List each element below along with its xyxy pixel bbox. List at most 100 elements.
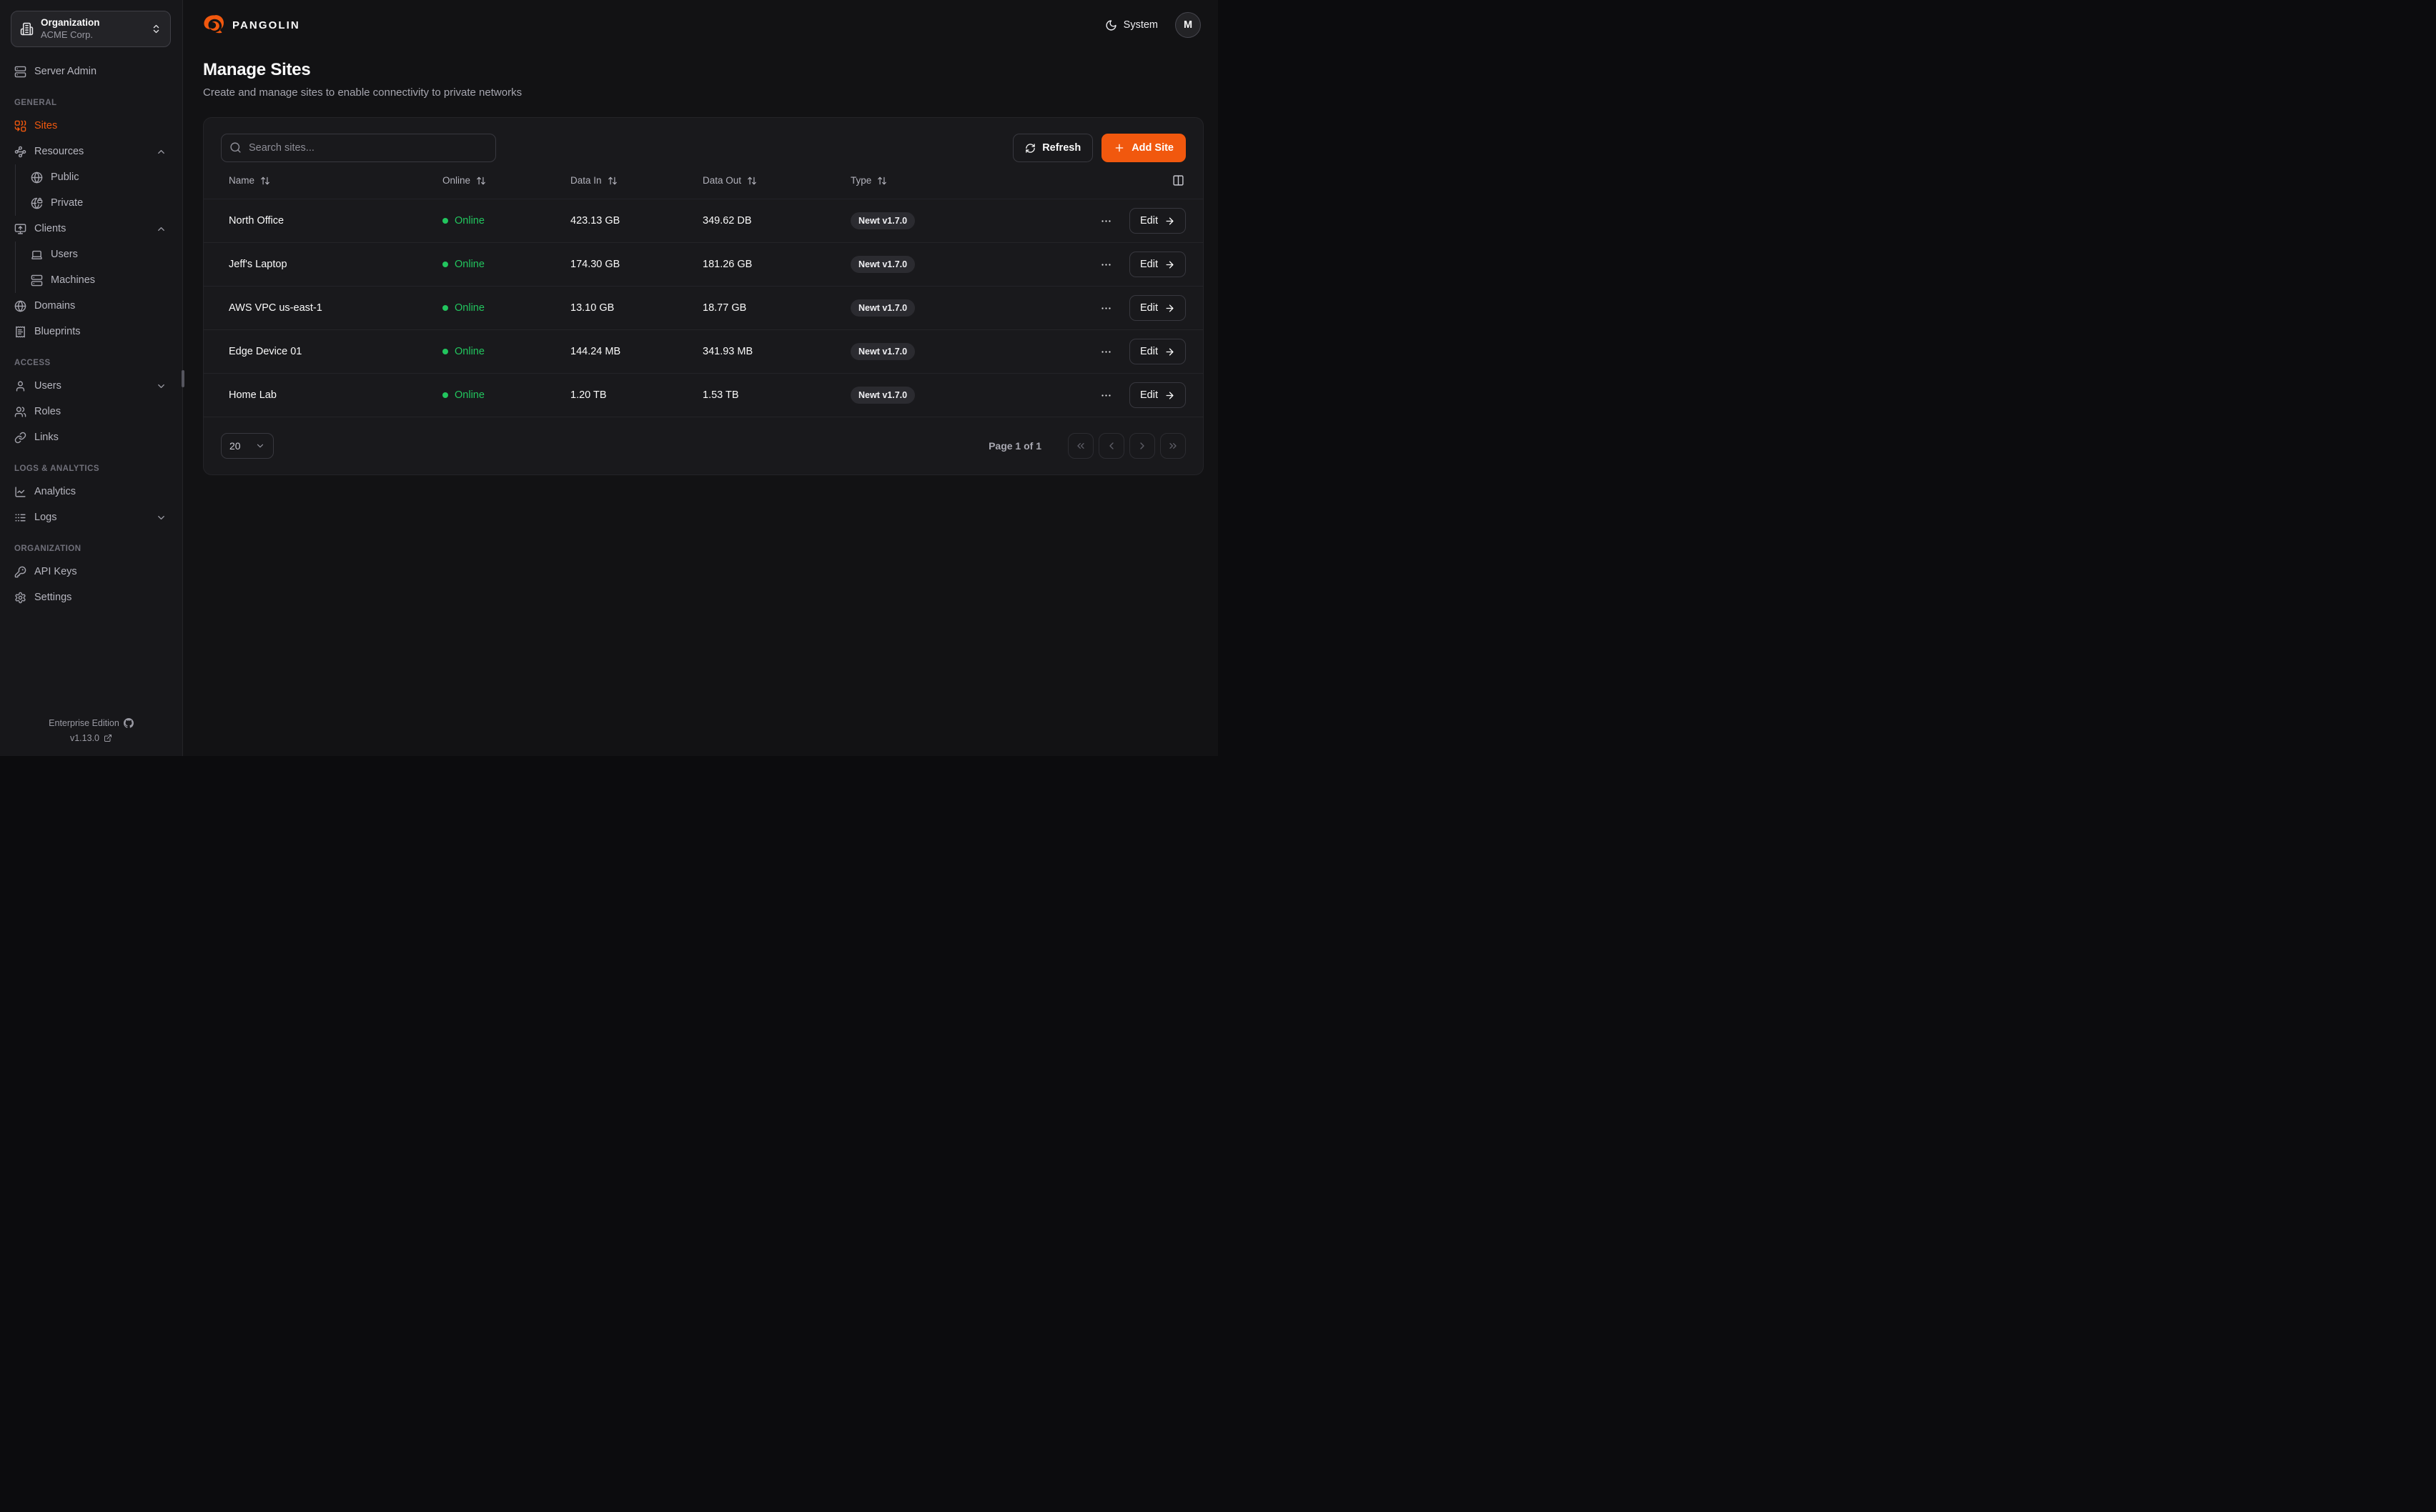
previous-page-button[interactable] bbox=[1099, 433, 1124, 459]
page-size-value: 20 bbox=[229, 440, 241, 452]
app-root: Organization ACME Corp. Server Admin GEN… bbox=[0, 0, 1218, 756]
sidebar-footer: Enterprise Edition v1.13.0 bbox=[0, 718, 182, 743]
table-row[interactable]: Home Lab Online 1.20 TB 1.53 TB Newt v1.… bbox=[204, 374, 1203, 417]
pager-controls: Page 1 of 1 bbox=[989, 433, 1186, 459]
sidebar-item-logs[interactable]: Logs bbox=[0, 504, 182, 530]
edition-link[interactable]: Enterprise Edition bbox=[49, 718, 134, 728]
column-header-type[interactable]: Type bbox=[851, 175, 1171, 186]
type-badge: Newt v1.7.0 bbox=[851, 256, 916, 273]
pangolin-logo-icon bbox=[203, 14, 225, 36]
theme-toggle-label: System bbox=[1123, 19, 1158, 31]
data-out-value: 18.77 GB bbox=[703, 302, 747, 314]
theme-toggle-button[interactable]: System bbox=[1105, 19, 1158, 31]
external-link-icon bbox=[104, 734, 112, 742]
row-menu-button[interactable] bbox=[1097, 299, 1115, 317]
sidebar-item-resources[interactable]: Resources bbox=[0, 139, 182, 164]
globe-icon bbox=[31, 171, 43, 184]
data-out-value: 349.62 DB bbox=[703, 215, 752, 227]
edit-button[interactable]: Edit bbox=[1129, 339, 1186, 364]
columns-toggle-button[interactable] bbox=[1171, 173, 1186, 188]
table-row[interactable]: AWS VPC us-east-1 Online 13.10 GB 18.77 … bbox=[204, 287, 1203, 330]
building-icon bbox=[20, 22, 34, 36]
column-header-online[interactable]: Online bbox=[442, 175, 570, 186]
sidebar-item-server-admin[interactable]: Server Admin bbox=[0, 59, 182, 84]
table-row[interactable]: Edge Device 01 Online 144.24 MB 341.93 M… bbox=[204, 330, 1203, 374]
row-menu-button[interactable] bbox=[1097, 256, 1115, 274]
clients-subtree: Users Machines bbox=[15, 242, 182, 294]
type-badge: Newt v1.7.0 bbox=[851, 343, 916, 360]
sort-icon bbox=[608, 176, 618, 186]
first-page-button[interactable] bbox=[1068, 433, 1094, 459]
ellipsis-icon bbox=[1100, 302, 1112, 314]
refresh-button[interactable]: Refresh bbox=[1013, 134, 1094, 162]
online-dot-icon bbox=[442, 349, 448, 354]
type-badge: Newt v1.7.0 bbox=[851, 212, 916, 229]
column-header-data-in[interactable]: Data In bbox=[570, 175, 703, 186]
online-dot-icon bbox=[442, 305, 448, 311]
avatar[interactable]: M bbox=[1175, 12, 1201, 38]
sidebar-item-roles[interactable]: Roles bbox=[0, 399, 182, 424]
sidebar-item-settings[interactable]: Settings bbox=[0, 585, 182, 610]
search-input[interactable] bbox=[221, 134, 496, 162]
sidebar-item-links[interactable]: Links bbox=[0, 424, 182, 450]
sidebar-item-analytics[interactable]: Analytics bbox=[0, 479, 182, 504]
sidebar-item-label: Roles bbox=[34, 406, 61, 418]
table-row[interactable]: North Office Online 423.13 GB 349.62 DB … bbox=[204, 199, 1203, 243]
chevron-up-icon bbox=[156, 146, 167, 157]
pagination: 20 Page 1 of 1 bbox=[204, 417, 1203, 474]
edit-button[interactable]: Edit bbox=[1129, 295, 1186, 321]
status-badge: Online bbox=[442, 346, 570, 357]
version-link[interactable]: v1.13.0 bbox=[70, 733, 112, 743]
section-label-access: ACCESS bbox=[14, 359, 51, 368]
ellipsis-icon bbox=[1100, 389, 1112, 402]
add-site-button[interactable]: Add Site bbox=[1101, 134, 1186, 162]
sidebar-item-blueprints[interactable]: Blueprints bbox=[0, 319, 182, 344]
sidebar-item-api-keys[interactable]: API Keys bbox=[0, 559, 182, 585]
sites-combine-icon bbox=[14, 120, 26, 132]
sidebar-item-label: Blueprints bbox=[34, 326, 81, 338]
row-menu-button[interactable] bbox=[1097, 212, 1115, 230]
sites-card: Refresh Add Site Name O bbox=[203, 117, 1204, 475]
sidebar-item-label: API Keys bbox=[34, 566, 77, 578]
ellipsis-icon bbox=[1100, 346, 1112, 358]
sidebar-resize-handle[interactable] bbox=[182, 370, 184, 387]
sidebar-item-sites[interactable]: Sites bbox=[0, 113, 182, 139]
sidebar-item-private[interactable]: Private bbox=[16, 190, 182, 216]
sidebar-item-label: Logs bbox=[34, 512, 57, 524]
table-row[interactable]: Jeff's Laptop Online 174.30 GB 181.26 GB… bbox=[204, 243, 1203, 287]
page-size-select[interactable]: 20 bbox=[221, 433, 274, 459]
next-page-button[interactable] bbox=[1129, 433, 1155, 459]
column-header-name[interactable]: Name bbox=[229, 175, 442, 186]
org-label: Organization bbox=[41, 17, 100, 28]
sidebar-item-label: Settings bbox=[34, 592, 72, 604]
resources-subtree: Public Private bbox=[15, 164, 182, 217]
row-menu-button[interactable] bbox=[1097, 343, 1115, 361]
sidebar-item-label: Clients bbox=[34, 223, 66, 235]
online-dot-icon bbox=[442, 392, 448, 398]
sidebar-item-client-users[interactable]: Users bbox=[16, 242, 182, 267]
refresh-icon bbox=[1025, 143, 1036, 154]
sidebar-item-users[interactable]: Users bbox=[0, 373, 182, 399]
brand: PANGOLIN bbox=[203, 14, 300, 36]
link-icon bbox=[14, 432, 26, 444]
logs-icon bbox=[14, 512, 26, 524]
online-dot-icon bbox=[442, 218, 448, 224]
edit-button[interactable]: Edit bbox=[1129, 382, 1186, 408]
sidebar-item-public[interactable]: Public bbox=[16, 164, 182, 190]
sidebar-item-machines[interactable]: Machines bbox=[16, 267, 182, 293]
sidebar-item-label: Machines bbox=[51, 274, 96, 287]
column-header-data-out[interactable]: Data Out bbox=[703, 175, 851, 186]
edit-button[interactable]: Edit bbox=[1129, 208, 1186, 234]
org-selector[interactable]: Organization ACME Corp. bbox=[11, 11, 171, 48]
type-badge: Newt v1.7.0 bbox=[851, 387, 916, 404]
row-menu-button[interactable] bbox=[1097, 387, 1115, 404]
edit-button[interactable]: Edit bbox=[1129, 252, 1186, 277]
sidebar-item-clients[interactable]: Clients bbox=[0, 216, 182, 242]
last-page-button[interactable] bbox=[1160, 433, 1186, 459]
top-actions: System M bbox=[1105, 12, 1201, 38]
data-in-value: 423.13 GB bbox=[570, 215, 620, 227]
sidebar-item-label: Sites bbox=[34, 120, 58, 132]
sidebar-item-domains[interactable]: Domains bbox=[0, 293, 182, 319]
toolbar-actions: Refresh Add Site bbox=[1013, 134, 1186, 162]
chevron-right-icon bbox=[1137, 440, 1148, 452]
